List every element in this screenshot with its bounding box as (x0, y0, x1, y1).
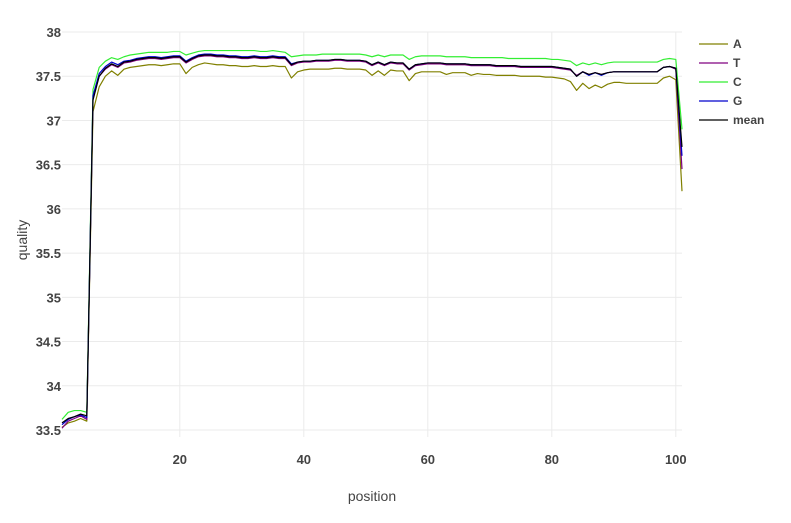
y-tick-label: 34 (47, 379, 62, 394)
y-tick-label: 37 (47, 113, 61, 128)
series-line-mean (61, 54, 683, 424)
y-tick-label: 37.5 (36, 69, 61, 84)
legend-label: A (733, 37, 742, 51)
y-tick-label: 35 (47, 290, 61, 305)
legend-item-g[interactable]: G (699, 94, 742, 108)
x-tick-label: 40 (297, 452, 311, 467)
legend-label: G (733, 94, 742, 108)
grid (62, 31, 682, 437)
y-tick-label: 36.5 (36, 158, 61, 173)
y-tick-label: 36 (47, 202, 61, 217)
series-line-t (61, 55, 683, 429)
y-tick-label: 35.5 (36, 246, 61, 261)
x-axis-title: position (348, 488, 396, 504)
x-tick-label: 60 (421, 452, 435, 467)
series-line-g (61, 53, 683, 426)
legend-item-t[interactable]: T (699, 56, 741, 70)
legend-item-a[interactable]: A (699, 37, 742, 51)
y-axis-title: quality (14, 220, 30, 260)
legend-label: C (733, 75, 742, 89)
x-tick-label: 20 (173, 452, 187, 467)
series-lines (61, 49, 683, 429)
x-tick-label: 100 (665, 452, 687, 467)
legend-item-mean[interactable]: mean (699, 113, 764, 127)
axes: 33.5 34 34.5 35 35.5 36 36.5 37 37.5 38 20 40 60 80 10… (36, 25, 687, 467)
x-tick-label: 80 (545, 452, 559, 467)
series-line-a (61, 62, 683, 428)
y-tick-label: 34.5 (36, 335, 61, 350)
series-line-c (61, 49, 683, 420)
legend-item-c[interactable]: C (699, 75, 742, 89)
legend-label: T (733, 56, 741, 70)
y-tick-label: 33.5 (36, 423, 61, 438)
legend-label: mean (733, 113, 764, 127)
y-tick-label: 38 (47, 25, 61, 40)
